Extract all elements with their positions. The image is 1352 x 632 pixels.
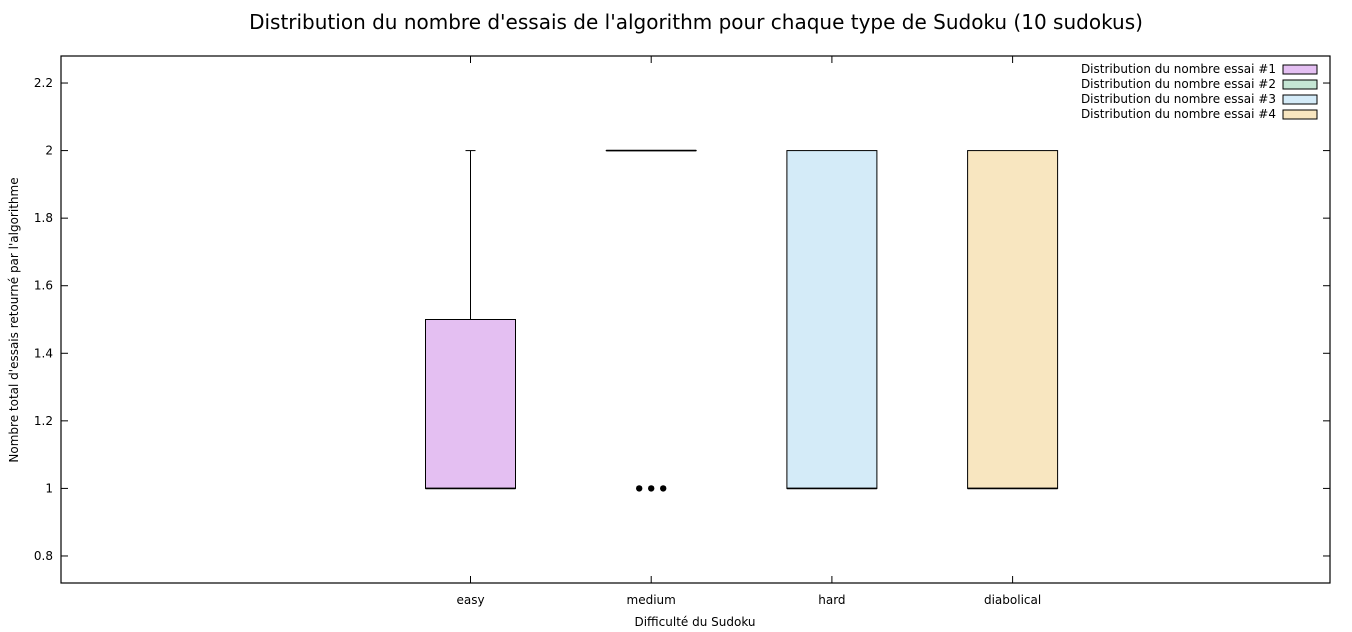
- x-tick-label: medium: [627, 593, 676, 607]
- x-tick-label: diabolical: [984, 593, 1041, 607]
- box-body: [967, 150, 1059, 489]
- y-tick-label: 1.2: [34, 414, 53, 428]
- x-tick-label: hard: [818, 593, 845, 607]
- chart-title: Distribution du nombre d'essais de l'alg…: [249, 10, 1143, 34]
- legend: Distribution du nombre essai #1Distribut…: [1081, 62, 1318, 121]
- legend-swatch: [1282, 79, 1318, 90]
- x-axis-label: Difficulté du Sudoku: [634, 615, 755, 629]
- y-tick-label: 1: [45, 481, 53, 495]
- plot-frame: [60, 55, 1331, 584]
- y-axis: 0.8 1 1.2 1.4 1.6 1.8 2 2.2: [34, 76, 1330, 563]
- y-tick-label: 1.6: [34, 279, 53, 293]
- outlier-point: [648, 485, 655, 492]
- y-tick-label: 1.8: [34, 211, 53, 225]
- box-body: [425, 319, 516, 489]
- legend-label: Distribution du nombre essai #1: [1081, 62, 1276, 76]
- legend-label: Distribution du nombre essai #2: [1081, 77, 1276, 91]
- legend-swatch: [1282, 94, 1318, 105]
- box-medium: [605, 149, 697, 492]
- y-axis-label: Nombre total d'essais retourné par l'alg…: [7, 177, 21, 462]
- legend-swatch: [1282, 109, 1318, 120]
- box-body: [786, 150, 878, 489]
- y-tick-label: 1.4: [34, 346, 53, 360]
- boxes: [425, 149, 1059, 492]
- box-hard: [786, 150, 878, 490]
- box-easy: [425, 150, 516, 490]
- box-diabolical: [967, 150, 1059, 490]
- x-tick-label: easy: [456, 593, 484, 607]
- y-tick-label: 2.2: [34, 76, 53, 90]
- y-tick-label: 0.8: [34, 549, 53, 563]
- outlier-point: [660, 485, 667, 492]
- legend-label: Distribution du nombre essai #4: [1081, 107, 1276, 121]
- y-tick-label: 2: [45, 144, 53, 158]
- legend-swatch: [1282, 64, 1318, 75]
- outlier-point: [636, 485, 643, 492]
- legend-label: Distribution du nombre essai #3: [1081, 92, 1276, 106]
- x-axis: easy medium hard diabolical: [456, 56, 1041, 607]
